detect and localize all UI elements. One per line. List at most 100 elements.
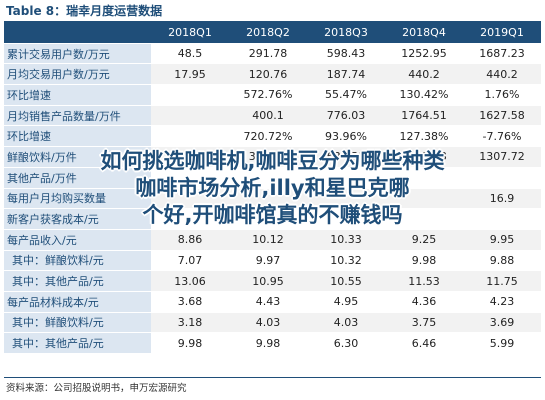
table-row: 其中：其他产品/元 9.98 9.98 6.30 6.46 5.99	[4, 332, 541, 354]
table-row: 其他产品/万件	[4, 167, 541, 189]
table-cell: 4.36	[385, 291, 463, 313]
table-row: 月均销售产品数量/万件 400.1 776.03 1764.51 1627.58	[4, 105, 541, 127]
table-cell: 3.68	[151, 291, 229, 313]
table-row: 环比增速 572.76% 55.47% 130.42% 1.76%	[4, 84, 541, 106]
header-cell	[4, 23, 151, 44]
table-title: Table 8：瑞幸月度运营数据	[6, 4, 163, 18]
row-label: 每产品材料成本/元	[4, 291, 151, 313]
table-cell	[151, 188, 229, 210]
header-cell: 2019Q1	[463, 23, 541, 44]
table-cell: 9.98	[385, 250, 463, 272]
table-cell	[307, 167, 385, 189]
table-cell: 9.97	[229, 250, 307, 272]
table-cell: 4.23	[463, 291, 541, 313]
table-cell: 1764.51	[385, 105, 463, 127]
table-cell	[151, 84, 229, 106]
table-cell: 291.78	[229, 43, 307, 65]
table-cell: 440.2	[463, 63, 541, 86]
table-cell: 9.25	[385, 229, 463, 251]
table-cell	[385, 208, 463, 230]
table-row: 累计交易用户数/万元 48.5 291.78 598.43 1252.95 1687.23	[4, 43, 541, 65]
table-cell: 1307.72	[463, 146, 541, 168]
table-cell: 3.69	[463, 312, 541, 334]
table-cell: 6.46	[385, 332, 463, 354]
table-cell: 13.06	[151, 270, 229, 292]
row-label: 新客户获客成本/元	[4, 208, 151, 230]
table-cell: 1687.23	[463, 43, 541, 65]
table-cell: 4.03	[229, 312, 307, 334]
table-row: 每产品材料成本/元 3.68 4.43 4.95 4.36 4.23	[4, 291, 541, 313]
table-cell: 1.76%	[463, 84, 541, 106]
top-rule	[4, 21, 541, 23]
table-cell: 9.95	[463, 229, 541, 251]
table-cell	[463, 167, 541, 189]
table-cell	[229, 188, 307, 210]
row-label: 累计交易用户数/万元	[4, 43, 151, 65]
table-cell	[307, 188, 385, 210]
header-cell: 2018Q4	[385, 23, 463, 44]
table-row: 新客户获客成本/元	[4, 208, 541, 230]
table-row: 环比增速 720.72% 93.96% 127.38% -7.76%	[4, 125, 541, 148]
table-cell: 10.12	[229, 229, 307, 251]
table-cell: 16.9	[463, 188, 541, 210]
table-cell: 10.32	[307, 250, 385, 272]
table-cell: 17.95	[151, 63, 229, 86]
table-cell: 7.07	[151, 250, 229, 272]
row-label: 月均交易用户数/万元	[4, 63, 151, 86]
header-cell: 2018Q2	[229, 23, 307, 44]
table-cell: 10.55	[307, 270, 385, 292]
table-cell: 11.53	[385, 270, 463, 292]
table-cell: 10.33	[307, 229, 385, 251]
table-row: 每用户月均购买数量 16.9	[4, 188, 541, 210]
table-cell	[385, 167, 463, 189]
table-cell: 10.95	[229, 270, 307, 292]
source-note: 资料来源：公司招股说明书，申万宏源研究	[6, 383, 187, 394]
table-row: 每产品收入/元 8.86 10.12 10.33 9.25 9.95	[4, 229, 541, 251]
table-cell: 55.47%	[307, 84, 385, 106]
table-cell: 440.2	[385, 63, 463, 86]
table-cell	[229, 208, 307, 230]
table-cell: 4.03	[307, 312, 385, 334]
row-label: 环比增速	[4, 84, 151, 106]
table-cell: 1341.88	[385, 146, 463, 168]
table-cell: 8.86	[151, 229, 229, 251]
row-label: 其中：其他产品/元	[4, 332, 151, 354]
table-cell	[151, 167, 229, 189]
table-cell: 4.43	[229, 291, 307, 313]
table-cell: 3.18	[151, 312, 229, 334]
row-label: 其中：鲜酿饮料/元	[4, 312, 151, 334]
table-cell	[151, 105, 229, 127]
table-cell	[151, 208, 229, 230]
table-cell	[463, 208, 541, 230]
table-cell: 598.43	[307, 43, 385, 65]
table-cell: 48.5	[151, 43, 229, 65]
table-cell: 1252.95	[385, 43, 463, 65]
row-label: 环比增速	[4, 125, 151, 148]
table-cell: 127.38%	[385, 125, 463, 148]
table-row: 鲜酿饮料/万件 45.17 374.37 634.31 1341.88 1307.72	[4, 146, 541, 168]
header-cell: 2018Q3	[307, 23, 385, 44]
row-label: 其中：其他产品/元	[4, 270, 151, 292]
row-label: 每用户月均购买数量	[4, 188, 151, 210]
table-cell: 5.99	[463, 332, 541, 354]
table-cell: 3.75	[385, 312, 463, 334]
table-cell: 400.1	[229, 105, 307, 127]
table-cell: 130.42%	[385, 84, 463, 106]
table-row: 月均交易用户数/万元 17.95 120.76 187.74 440.2 440.2	[4, 63, 541, 86]
table-row: 其中：鲜酿饮料/元 7.07 9.97 10.32 9.98 9.88	[4, 250, 541, 272]
row-label: 其他产品/万件	[4, 167, 151, 189]
table-cell: 9.98	[229, 332, 307, 354]
table-cell: 93.96%	[307, 125, 385, 148]
table-row: 其中：鲜酿饮料/元 3.18 4.03 4.03 3.75 3.69	[4, 312, 541, 334]
table-cell	[151, 125, 229, 148]
row-label: 鲜酿饮料/万件	[4, 146, 151, 168]
table-cell: 187.74	[307, 63, 385, 86]
table-cell	[385, 188, 463, 210]
table-cell: 374.37	[229, 146, 307, 168]
table-cell	[307, 208, 385, 230]
table-cell: 776.03	[307, 105, 385, 127]
table-cell: 634.31	[307, 146, 385, 168]
table-cell: 9.98	[151, 332, 229, 354]
table-cell: 572.76%	[229, 84, 307, 106]
table-cell: 11.75	[463, 270, 541, 292]
